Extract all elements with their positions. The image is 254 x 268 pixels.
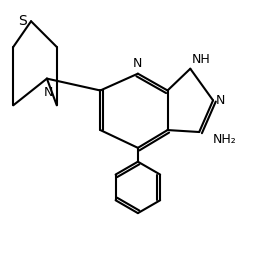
Text: NH₂: NH₂ (213, 133, 237, 146)
Text: NH: NH (191, 53, 210, 66)
Text: N: N (44, 85, 54, 99)
Text: N: N (216, 94, 225, 107)
Text: S: S (18, 14, 27, 28)
Text: N: N (133, 57, 142, 70)
